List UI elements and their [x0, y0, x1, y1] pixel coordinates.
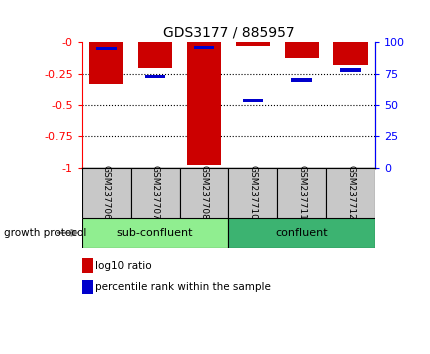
- Bar: [82, 218, 228, 248]
- Bar: [340, 68, 360, 72]
- Bar: [194, 46, 214, 49]
- Bar: [276, 168, 326, 218]
- Bar: [235, 42, 269, 46]
- Text: GSM237707: GSM237707: [150, 165, 159, 220]
- Bar: [89, 42, 123, 84]
- Bar: [138, 42, 172, 68]
- Text: log10 ratio: log10 ratio: [95, 261, 151, 270]
- Bar: [187, 42, 221, 165]
- Bar: [96, 47, 116, 50]
- Bar: [242, 98, 262, 102]
- Title: GDS3177 / 885957: GDS3177 / 885957: [162, 26, 294, 40]
- Bar: [179, 168, 228, 218]
- Bar: [82, 168, 130, 218]
- Text: confluent: confluent: [275, 228, 327, 238]
- Text: GSM237706: GSM237706: [101, 165, 111, 220]
- Bar: [326, 168, 374, 218]
- Text: growth protocol: growth protocol: [4, 228, 86, 238]
- Bar: [228, 218, 374, 248]
- Text: GSM237711: GSM237711: [297, 165, 305, 220]
- Bar: [284, 42, 318, 57]
- Bar: [144, 75, 165, 78]
- Text: GSM237710: GSM237710: [248, 165, 257, 220]
- Bar: [130, 168, 179, 218]
- Bar: [333, 42, 367, 65]
- Text: GSM237708: GSM237708: [199, 165, 208, 220]
- Text: GSM237712: GSM237712: [345, 165, 354, 220]
- Text: percentile rank within the sample: percentile rank within the sample: [95, 282, 270, 292]
- Bar: [228, 168, 276, 218]
- Bar: [291, 79, 311, 82]
- Text: sub-confluent: sub-confluent: [117, 228, 193, 238]
